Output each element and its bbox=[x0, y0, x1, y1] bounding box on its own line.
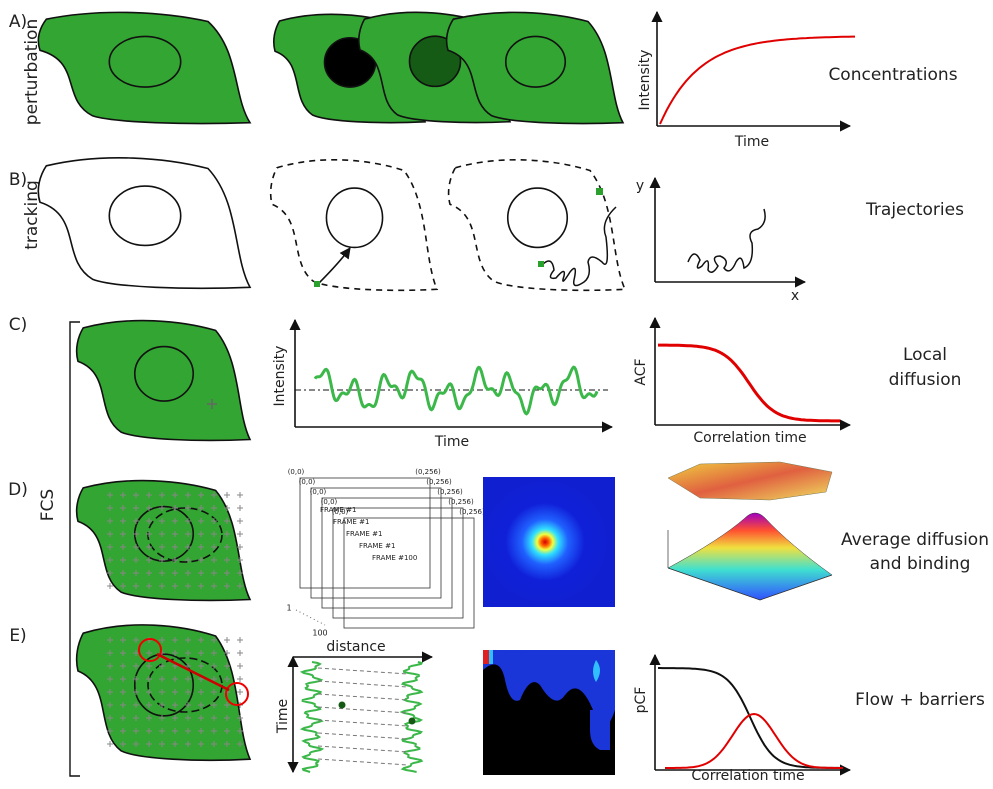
correlation-map bbox=[483, 477, 615, 607]
grid-cross bbox=[237, 663, 243, 669]
row-label: C) bbox=[9, 315, 28, 335]
trajectory bbox=[688, 209, 765, 272]
axis-label: Intensity bbox=[637, 50, 653, 111]
carpet-link bbox=[318, 759, 408, 765]
result-label: Local bbox=[903, 345, 947, 365]
carpet-dot bbox=[409, 718, 416, 725]
grid-cross bbox=[224, 492, 230, 498]
cell bbox=[77, 321, 250, 441]
axis-label: Intensity bbox=[272, 346, 288, 407]
curve bbox=[402, 662, 422, 772]
axis-label: ACF bbox=[633, 358, 649, 385]
residual-surface bbox=[668, 462, 832, 500]
result-label: and binding bbox=[870, 554, 971, 574]
axis-label: Correlation time bbox=[691, 768, 804, 784]
result-label: Trajectories bbox=[865, 200, 964, 220]
result-label: Concentrations bbox=[828, 65, 957, 85]
cell bbox=[77, 625, 250, 760]
frame-corner: (0,256) bbox=[459, 508, 485, 516]
cell bbox=[449, 160, 625, 291]
grid-cross bbox=[237, 531, 243, 537]
group-label: FCS bbox=[38, 489, 58, 521]
frame-corner: (0,256) bbox=[437, 488, 463, 496]
carpet-link bbox=[318, 720, 408, 726]
cell bbox=[77, 481, 250, 601]
curve bbox=[658, 668, 843, 768]
frame-origin: (0,0) bbox=[310, 488, 327, 496]
result-label: Average diffusion bbox=[841, 530, 989, 550]
axis-label: distance bbox=[326, 639, 385, 655]
page: { "group": "FCS", "rows": [ {"label": "A… bbox=[0, 0, 993, 785]
grid-cross bbox=[237, 492, 243, 498]
carpet-link bbox=[318, 746, 408, 752]
cell bbox=[271, 160, 437, 291]
frame-origin: (0,0) bbox=[321, 498, 338, 506]
axis-label: x bbox=[791, 288, 799, 304]
grid-cross bbox=[237, 689, 243, 695]
carpet-link bbox=[318, 694, 408, 700]
curve bbox=[665, 714, 843, 768]
frame-stack bbox=[296, 610, 325, 625]
figure: A)B)C)D)E)perturbationtrackingFCSIntensi… bbox=[0, 0, 993, 785]
carpet-dot bbox=[339, 702, 346, 709]
axis-label: Time bbox=[734, 134, 769, 150]
row-label: D) bbox=[8, 480, 28, 500]
particle bbox=[596, 188, 603, 195]
curve bbox=[302, 662, 322, 772]
carpet-link bbox=[318, 681, 408, 687]
grid-cross bbox=[237, 505, 243, 511]
frame-name: FRAME #100 bbox=[372, 554, 417, 562]
carpet-link bbox=[318, 707, 408, 713]
result-label: diffusion bbox=[889, 370, 962, 390]
particle bbox=[314, 281, 320, 287]
bracket bbox=[70, 322, 80, 776]
cell bbox=[38, 158, 250, 289]
grid-cross bbox=[237, 676, 243, 682]
curve bbox=[315, 367, 597, 414]
curve bbox=[660, 37, 855, 124]
frame-corner: (0,256) bbox=[448, 498, 474, 506]
frame-name: FRAME #1 bbox=[346, 530, 382, 538]
frame-corner: (0,256) bbox=[415, 468, 441, 476]
grid-cross bbox=[237, 518, 243, 524]
cell bbox=[38, 12, 250, 123]
carpet-link bbox=[318, 668, 408, 674]
axis-label: Time bbox=[434, 434, 469, 450]
axis-label: y bbox=[636, 178, 644, 194]
frame-origin: (0,0) bbox=[299, 478, 316, 486]
curve bbox=[658, 345, 840, 421]
axis-label: pCF bbox=[633, 687, 649, 714]
carpet-link bbox=[318, 733, 408, 739]
axis-label: Time bbox=[275, 699, 291, 734]
frame-name: FRAME #1 bbox=[333, 518, 369, 526]
result-label: Flow + barriers bbox=[855, 690, 985, 710]
frame-origin: (0,0) bbox=[288, 468, 305, 476]
frame-index: 1 bbox=[286, 604, 291, 613]
grid-cross bbox=[224, 637, 230, 643]
pcf-blob bbox=[483, 650, 489, 664]
frame-index: 100 bbox=[312, 629, 327, 638]
axis-label: Correlation time bbox=[693, 430, 806, 446]
frame-corner: (0,256) bbox=[426, 478, 452, 486]
frame-name: FRAME #1 bbox=[359, 542, 395, 550]
grid-cross bbox=[237, 650, 243, 656]
fit-surface bbox=[668, 513, 832, 600]
frame-origin: (0,0) bbox=[332, 508, 349, 516]
grid-cross bbox=[237, 637, 243, 643]
particle bbox=[538, 261, 544, 267]
row-label: E) bbox=[9, 626, 26, 646]
